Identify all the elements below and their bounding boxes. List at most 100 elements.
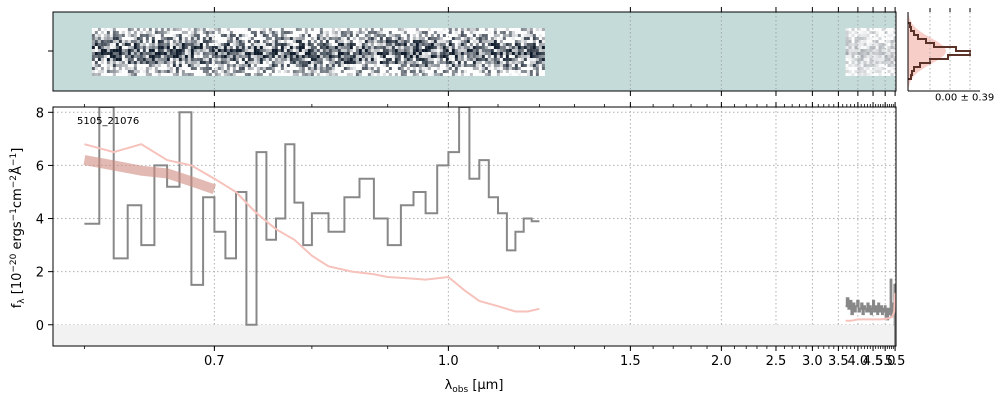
2d-pixel bbox=[472, 52, 476, 55]
2d-pixel bbox=[184, 40, 188, 43]
2d-pixel bbox=[223, 55, 227, 58]
2d-pixel bbox=[118, 34, 122, 37]
2d-pixel bbox=[346, 46, 350, 49]
2d-pixel bbox=[481, 31, 485, 34]
2d-pixel bbox=[154, 52, 158, 55]
2d-pixel bbox=[286, 55, 290, 58]
2d-pixel bbox=[400, 43, 404, 46]
2d-pixel bbox=[337, 40, 341, 43]
2d-pixel bbox=[238, 46, 242, 49]
2d-pixel bbox=[860, 52, 864, 55]
2d-pixel bbox=[115, 40, 119, 43]
2d-pixel bbox=[193, 55, 197, 58]
2d-pixel bbox=[872, 31, 876, 34]
2d-pixel bbox=[463, 73, 467, 76]
2d-pixel bbox=[496, 46, 500, 49]
2d-pixel bbox=[238, 73, 242, 76]
2d-pixel bbox=[139, 31, 143, 34]
2d-pixel bbox=[166, 64, 170, 67]
2d-pixel bbox=[208, 46, 212, 49]
2d-pixel bbox=[115, 61, 119, 64]
2d-pixel bbox=[97, 73, 101, 76]
2d-pixel bbox=[142, 70, 146, 73]
2d-pixel bbox=[418, 37, 422, 40]
2d-pixel bbox=[505, 55, 509, 58]
2d-pixel bbox=[163, 28, 167, 31]
2d-pixel bbox=[364, 52, 368, 55]
2d-pixel bbox=[866, 49, 870, 52]
2d-pixel bbox=[217, 31, 221, 34]
2d-pixel bbox=[331, 73, 335, 76]
2d-pixel bbox=[541, 67, 545, 70]
2d-pixel bbox=[454, 64, 458, 67]
2d-pixel bbox=[857, 34, 861, 37]
2d-pixel bbox=[283, 34, 287, 37]
2d-pixel bbox=[469, 67, 473, 70]
2d-pixel bbox=[202, 34, 206, 37]
2d-pixel bbox=[520, 46, 524, 49]
2d-pixel bbox=[848, 52, 852, 55]
2d-pixel bbox=[127, 34, 131, 37]
2d-pixel bbox=[139, 34, 143, 37]
2d-pixel bbox=[157, 64, 161, 67]
2d-pixel bbox=[175, 52, 179, 55]
2d-pixel bbox=[187, 67, 191, 70]
2d-pixel bbox=[250, 40, 254, 43]
2d-pixel bbox=[391, 73, 395, 76]
2d-pixel bbox=[166, 43, 170, 46]
2d-pixel bbox=[205, 55, 209, 58]
2d-pixel bbox=[274, 46, 278, 49]
2d-pixel bbox=[163, 40, 167, 43]
2d-pixel bbox=[418, 55, 422, 58]
2d-pixel bbox=[253, 34, 257, 37]
2d-pixel bbox=[316, 34, 320, 37]
2d-pixel bbox=[232, 34, 236, 37]
2d-pixel bbox=[391, 61, 395, 64]
2d-pixel bbox=[361, 58, 365, 61]
2d-pixel bbox=[475, 43, 479, 46]
2d-pixel bbox=[304, 70, 308, 73]
2d-pixel bbox=[103, 43, 107, 46]
2d-pixel bbox=[343, 73, 347, 76]
2d-pixel bbox=[412, 61, 416, 64]
2d-pixel bbox=[193, 64, 197, 67]
2d-pixel bbox=[301, 55, 305, 58]
2d-pixel bbox=[854, 37, 858, 40]
y-axis-label-prefix: f bbox=[10, 303, 25, 308]
2d-pixel bbox=[229, 58, 233, 61]
2d-pixel bbox=[274, 31, 278, 34]
2d-pixel bbox=[355, 34, 359, 37]
2d-pixel bbox=[208, 40, 212, 43]
2d-pixel bbox=[256, 61, 260, 64]
2d-pixel bbox=[133, 28, 137, 31]
2d-pixel bbox=[523, 34, 527, 37]
2d-pixel bbox=[448, 55, 452, 58]
2d-pixel bbox=[469, 58, 473, 61]
2d-pixel bbox=[163, 31, 167, 34]
2d-pixel bbox=[415, 64, 419, 67]
2d-pixel bbox=[220, 40, 224, 43]
2d-pixel bbox=[848, 67, 852, 70]
2d-pixel bbox=[307, 31, 311, 34]
2d-pixel bbox=[848, 61, 852, 64]
2d-pixel bbox=[451, 64, 455, 67]
2d-pixel bbox=[442, 67, 446, 70]
2d-pixel bbox=[421, 40, 425, 43]
2d-pixel bbox=[415, 58, 419, 61]
2d-pixel bbox=[217, 70, 221, 73]
2d-pixel bbox=[863, 64, 867, 67]
2d-pixel bbox=[340, 64, 344, 67]
2d-pixel bbox=[334, 55, 338, 58]
2d-pixel bbox=[187, 34, 191, 37]
2d-pixel bbox=[307, 43, 311, 46]
2d-pixel bbox=[109, 64, 113, 67]
2d-pixel bbox=[112, 40, 116, 43]
2d-pixel bbox=[313, 46, 317, 49]
2d-pixel bbox=[493, 58, 497, 61]
2d-pixel bbox=[217, 61, 221, 64]
2d-pixel bbox=[295, 64, 299, 67]
2d-pixel bbox=[394, 58, 398, 61]
2d-pixel bbox=[424, 40, 428, 43]
2d-pixel bbox=[352, 58, 356, 61]
2d-pixel bbox=[268, 61, 272, 64]
